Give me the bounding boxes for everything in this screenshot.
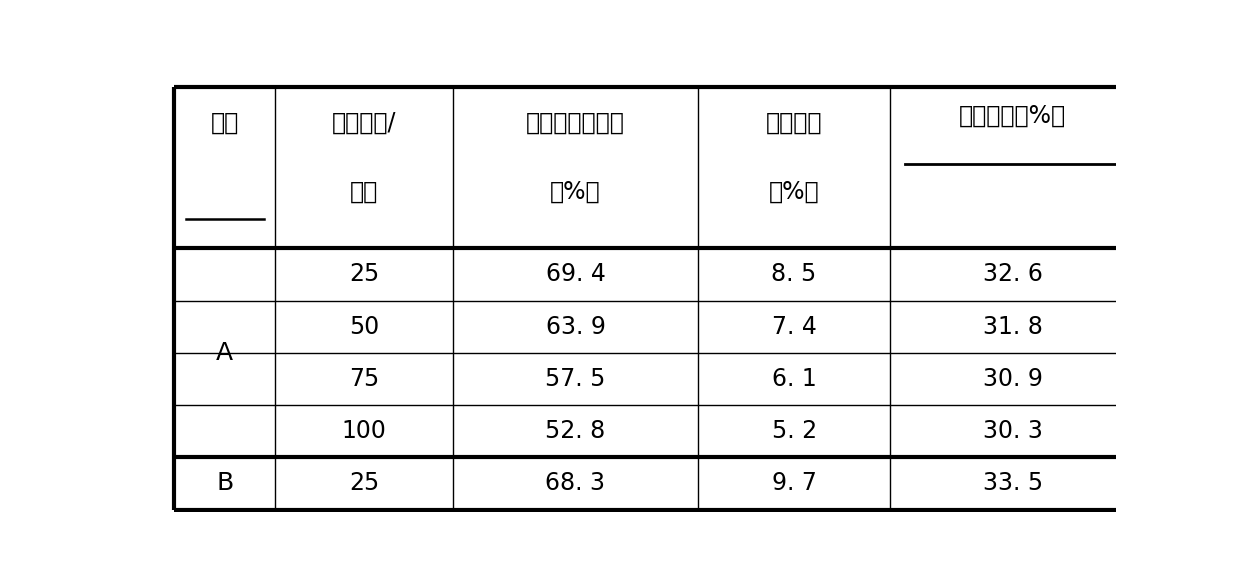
Text: 小时: 小时 xyxy=(350,180,378,204)
Text: 5. 2: 5. 2 xyxy=(771,419,817,443)
Text: 乙烯收率: 乙烯收率 xyxy=(766,110,822,135)
Text: 75: 75 xyxy=(348,367,379,391)
Text: 68. 3: 68. 3 xyxy=(546,472,605,496)
Text: 25: 25 xyxy=(348,262,379,286)
Text: 8. 5: 8. 5 xyxy=(771,262,817,286)
Text: 6. 1: 6. 1 xyxy=(771,367,816,391)
Text: 编号: 编号 xyxy=(211,110,239,135)
Text: 63. 9: 63. 9 xyxy=(546,315,605,339)
Text: 30. 3: 30. 3 xyxy=(983,419,1043,443)
Text: 69. 4: 69. 4 xyxy=(546,262,605,286)
Text: 50: 50 xyxy=(348,315,379,339)
Text: 31. 8: 31. 8 xyxy=(983,315,1043,339)
Text: 7. 4: 7. 4 xyxy=(771,315,816,339)
Text: 100: 100 xyxy=(341,419,387,443)
Text: 33. 5: 33. 5 xyxy=(982,472,1043,496)
Text: 反应时间/: 反应时间/ xyxy=(332,110,397,135)
Text: （%）: （%） xyxy=(551,180,600,204)
Text: 碳四烯烃转化率: 碳四烯烃转化率 xyxy=(526,110,625,135)
Text: 32. 6: 32. 6 xyxy=(983,262,1043,286)
Text: 9. 7: 9. 7 xyxy=(771,472,816,496)
Text: 丙烯收率（%）: 丙烯收率（%） xyxy=(959,104,1066,128)
Text: 57. 5: 57. 5 xyxy=(546,367,605,391)
Text: 52. 8: 52. 8 xyxy=(546,419,605,443)
Text: B: B xyxy=(216,472,233,496)
Text: （%）: （%） xyxy=(769,180,820,204)
Text: A: A xyxy=(216,341,233,365)
Text: 25: 25 xyxy=(348,472,379,496)
Text: 30. 9: 30. 9 xyxy=(983,367,1043,391)
